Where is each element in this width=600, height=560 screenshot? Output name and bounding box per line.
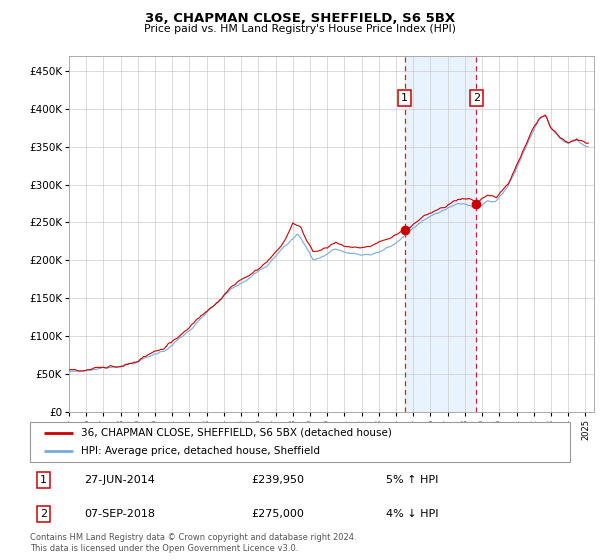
Text: HPI: Average price, detached house, Sheffield: HPI: Average price, detached house, Shef… [82, 446, 320, 456]
Text: 2: 2 [473, 92, 480, 102]
Text: 27-JUN-2014: 27-JUN-2014 [84, 475, 155, 486]
Text: £275,000: £275,000 [251, 508, 304, 519]
Bar [404, 56, 476, 412]
FancyBboxPatch shape [30, 422, 570, 462]
Text: 4% ↓ HPI: 4% ↓ HPI [386, 508, 439, 519]
Text: 36, CHAPMAN CLOSE, SHEFFIELD, S6 5BX (detached house): 36, CHAPMAN CLOSE, SHEFFIELD, S6 5BX (de… [82, 428, 392, 437]
Text: £239,950: £239,950 [251, 475, 304, 486]
Text: 1: 1 [40, 475, 47, 486]
Text: Price paid vs. HM Land Registry's House Price Index (HPI): Price paid vs. HM Land Registry's House … [144, 24, 456, 34]
Text: 07-SEP-2018: 07-SEP-2018 [84, 508, 155, 519]
Text: 2: 2 [40, 508, 47, 519]
Text: 1: 1 [401, 92, 408, 102]
Text: 36, CHAPMAN CLOSE, SHEFFIELD, S6 5BX: 36, CHAPMAN CLOSE, SHEFFIELD, S6 5BX [145, 12, 455, 25]
Text: 5% ↑ HPI: 5% ↑ HPI [386, 475, 439, 486]
Text: Contains HM Land Registry data © Crown copyright and database right 2024.
This d: Contains HM Land Registry data © Crown c… [30, 533, 356, 553]
